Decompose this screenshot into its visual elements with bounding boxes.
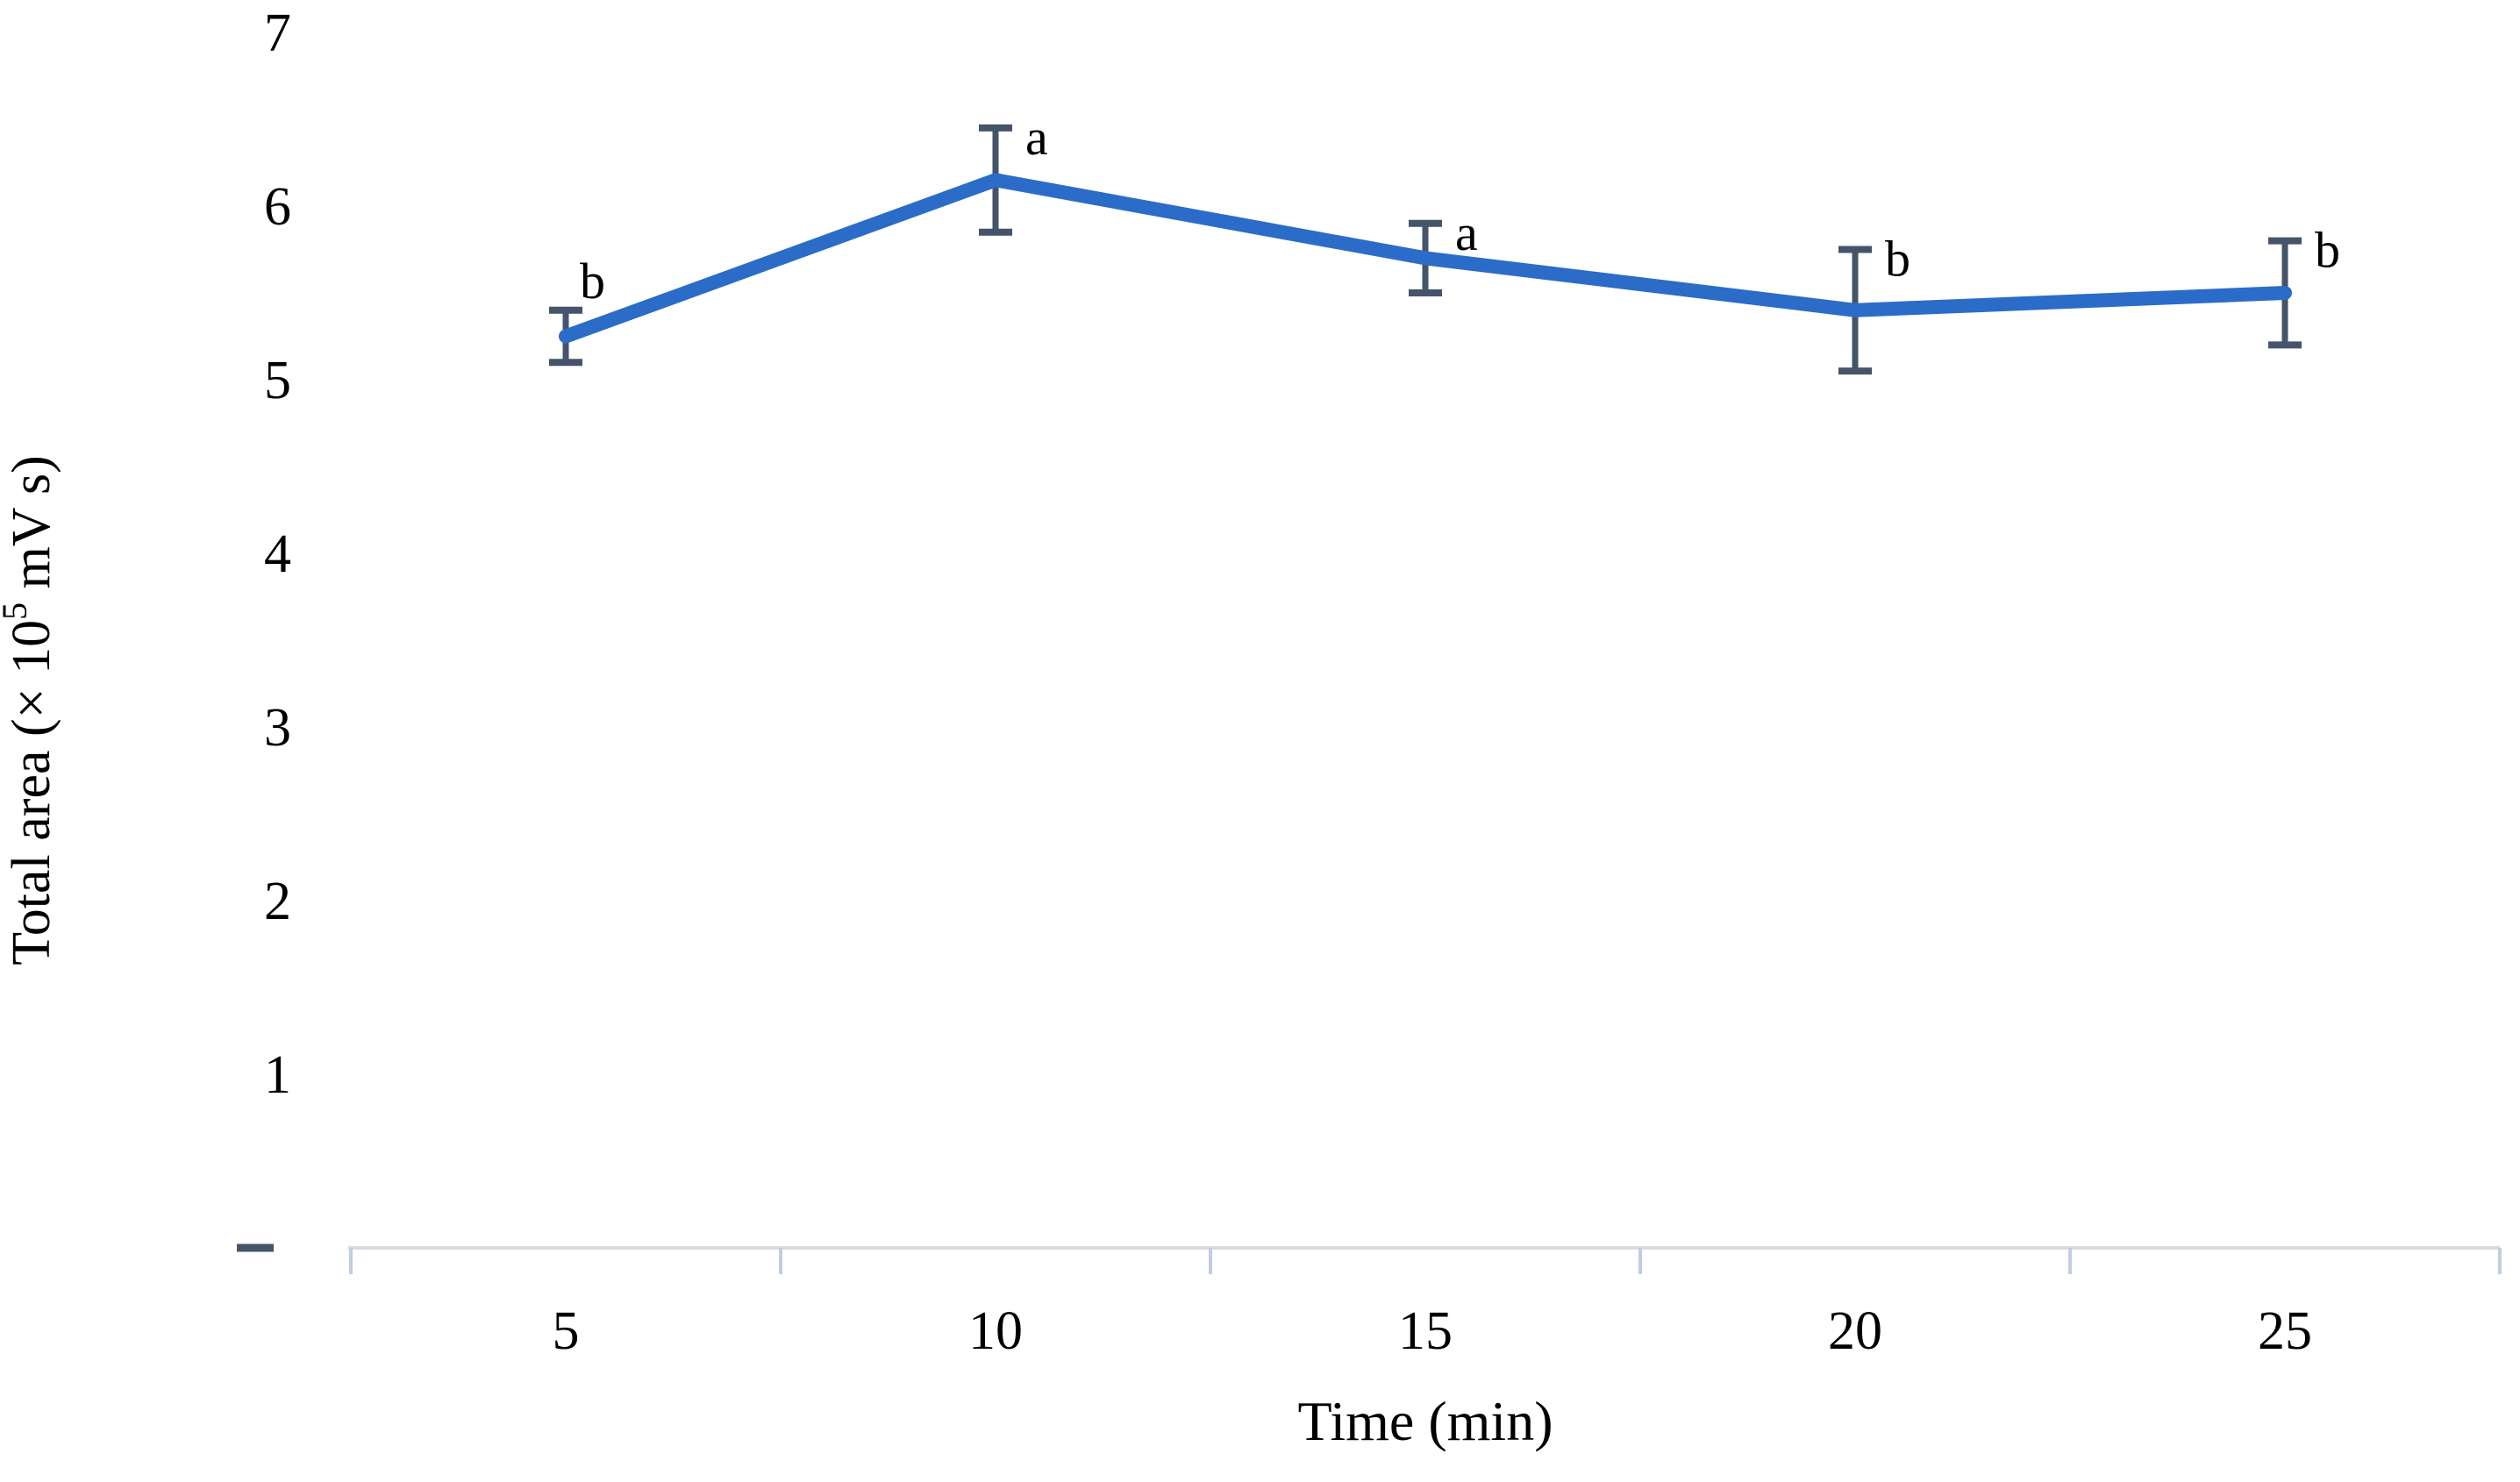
point-letter-label: a (1025, 109, 1048, 166)
x-axis-title: Time (min) (1298, 1390, 1553, 1452)
point-letter-label: a (1455, 204, 1478, 261)
y-tick-label: 3 (264, 698, 291, 758)
y-tick-label: 1 (264, 1045, 291, 1105)
y-tick-label: 5 (264, 351, 291, 410)
point-letter-label: b (1885, 231, 1910, 288)
x-tick-label: 10 (968, 1301, 1023, 1361)
x-tick-label: 20 (1828, 1301, 1882, 1361)
x-tick-label: 15 (1398, 1301, 1453, 1361)
data-line (559, 173, 2292, 344)
y-tick-label: 4 (264, 524, 291, 584)
y-tick-label: 6 (264, 177, 291, 237)
y-axis-title: Total area (× 105 mV s) (0, 455, 61, 965)
point-letter-label: b (580, 253, 605, 310)
y-tick-label: 7 (264, 4, 291, 63)
point-letter-label: b (2315, 222, 2340, 279)
y-tick-label: 2 (264, 872, 291, 931)
x-tick-label: 25 (2258, 1301, 2312, 1361)
x-tick-label: 5 (553, 1301, 580, 1361)
